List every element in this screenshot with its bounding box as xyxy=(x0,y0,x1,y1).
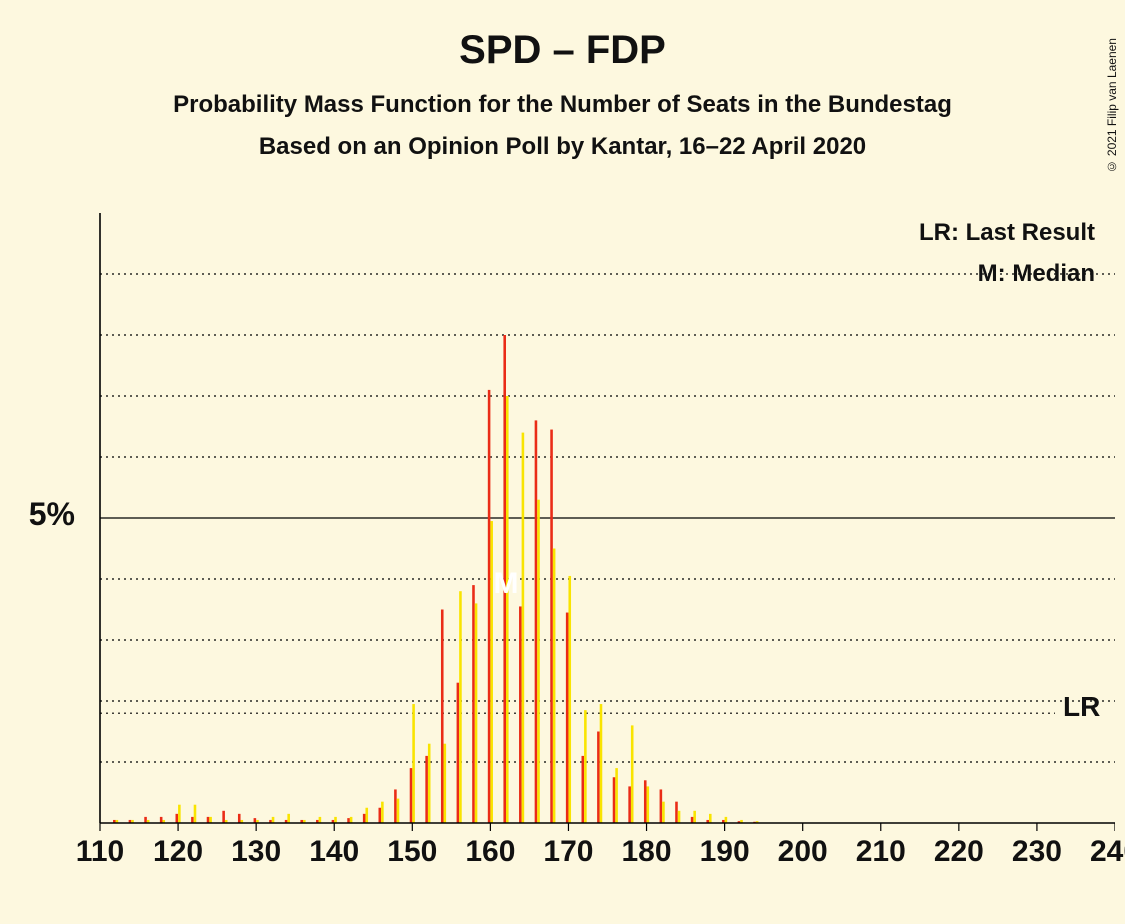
page-title: SPD – FDP xyxy=(0,28,1125,73)
x-tick-label: 210 xyxy=(856,835,906,869)
median-marker-label: M xyxy=(494,567,519,601)
copyright-text: © 2021 Filip van Laenen xyxy=(1105,38,1119,173)
chart-area: LR: Last Result M: Median 5% LR M 110120… xyxy=(90,213,1115,873)
legend: LR: Last Result M: Median xyxy=(919,213,1095,295)
x-tick-label: 220 xyxy=(934,835,984,869)
x-tick-label: 130 xyxy=(231,835,281,869)
subtitle-2: Based on an Opinion Poll by Kantar, 16–2… xyxy=(0,133,1125,161)
chart-svg xyxy=(90,213,1115,873)
x-tick-label: 120 xyxy=(153,835,203,869)
x-tick-label: 150 xyxy=(387,835,437,869)
legend-lr: LR: Last Result xyxy=(919,213,1095,254)
lr-marker-label: LR xyxy=(1063,691,1100,723)
x-tick-label: 200 xyxy=(778,835,828,869)
x-tick-label: 160 xyxy=(465,835,515,869)
x-tick-label: 230 xyxy=(1012,835,1062,869)
y-axis-label-5pct: 5% xyxy=(29,496,75,533)
x-tick-label: 140 xyxy=(309,835,359,869)
x-tick-label: 180 xyxy=(622,835,672,869)
subtitle-1: Probability Mass Function for the Number… xyxy=(0,91,1125,119)
legend-m: M: Median xyxy=(919,254,1095,295)
x-tick-label: 170 xyxy=(543,835,593,869)
x-tick-label: 240 xyxy=(1090,835,1125,869)
x-tick-label: 190 xyxy=(700,835,750,869)
x-tick-label: 110 xyxy=(76,835,124,869)
